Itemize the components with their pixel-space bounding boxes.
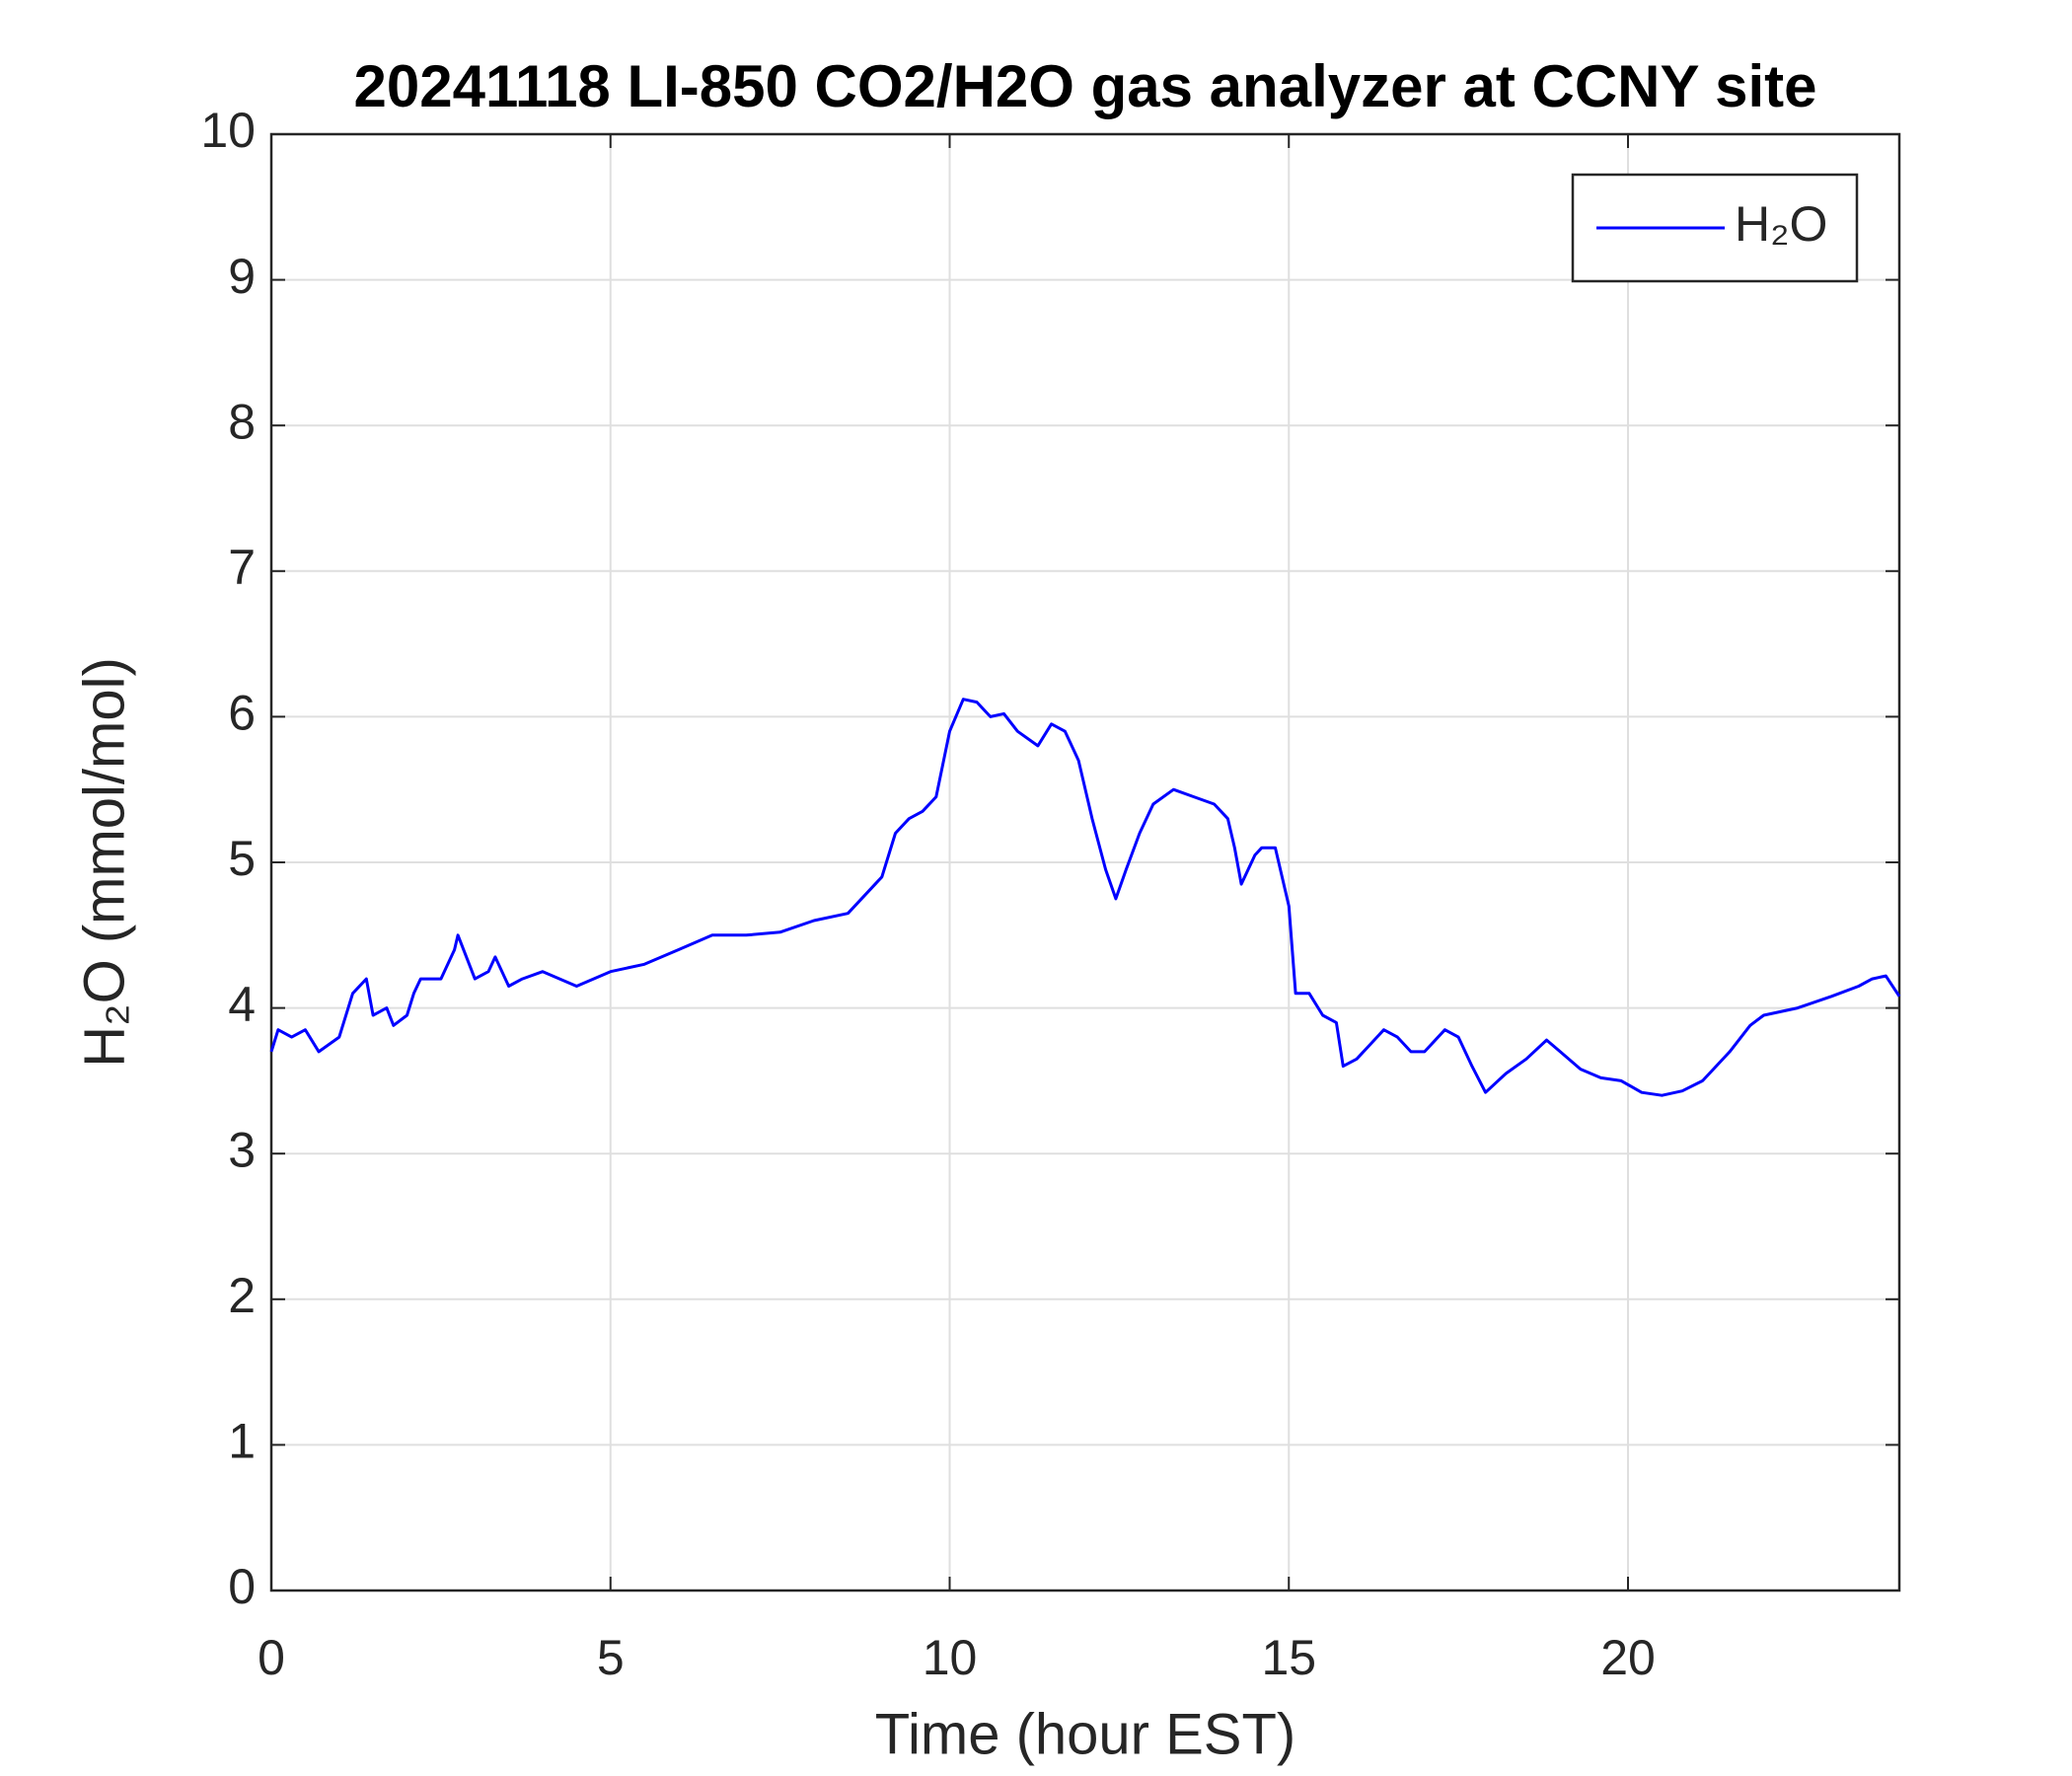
- y-axis-label: H₂O (mmol/mol): [72, 657, 136, 1068]
- x-axis-label: Time (hour EST): [875, 1702, 1295, 1766]
- y-tick-label: 4: [228, 977, 256, 1032]
- x-tick-label: 20: [1600, 1630, 1656, 1685]
- y-tick-label: 0: [228, 1559, 256, 1614]
- data-line: [269, 698, 1901, 1097]
- x-tick-label: 15: [1261, 1630, 1316, 1685]
- axes-box: [269, 132, 1901, 1592]
- y-tick-label: 2: [228, 1268, 256, 1323]
- y-tick-label: 7: [228, 540, 256, 595]
- x-tick-label: 0: [258, 1630, 285, 1685]
- legend-label: H₂O: [1735, 196, 1827, 252]
- y-tick-label: 9: [228, 249, 256, 304]
- y-tick-label: 8: [228, 394, 256, 449]
- chart-title: 20241118 LI-850 CO2/H2O gas analyzer at …: [353, 53, 1816, 119]
- y-tick-label: 3: [228, 1122, 256, 1177]
- x-tick-label: 5: [597, 1630, 625, 1685]
- y-tick-label: 1: [228, 1414, 256, 1469]
- y-tick-label: 5: [228, 831, 256, 886]
- y-tick-label: 6: [228, 686, 256, 741]
- x-tick-label: 10: [923, 1630, 978, 1685]
- y-tick-label: 10: [200, 103, 256, 158]
